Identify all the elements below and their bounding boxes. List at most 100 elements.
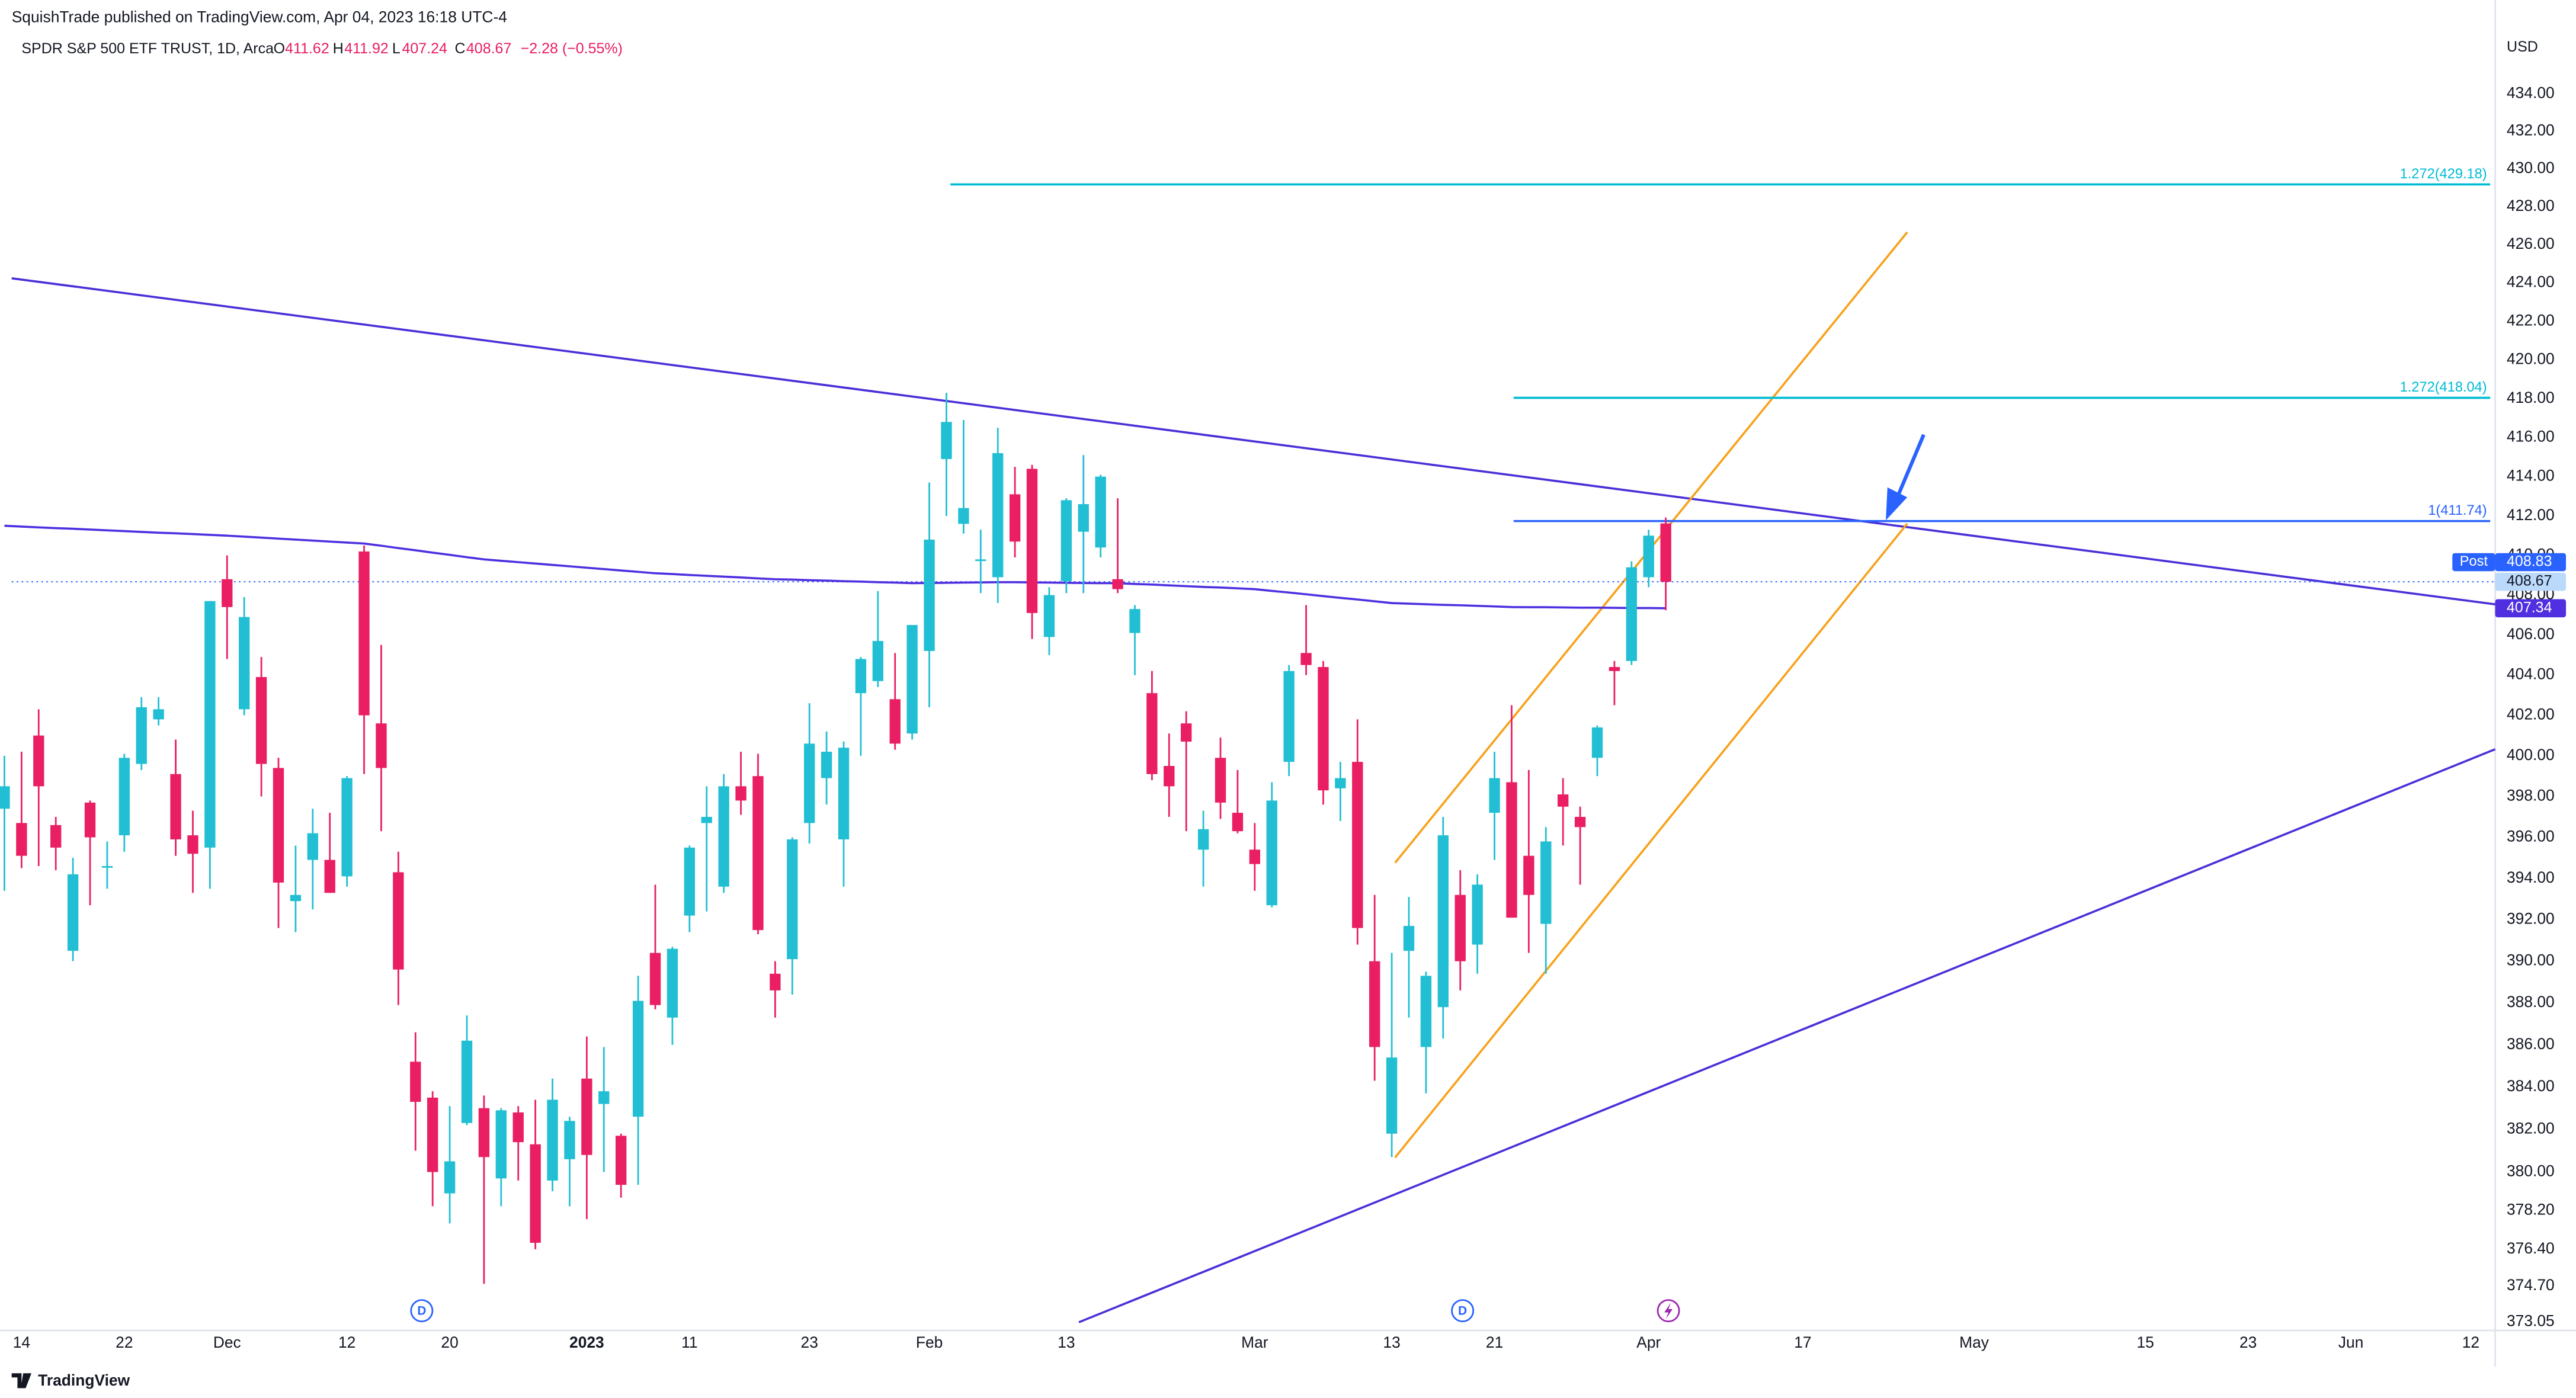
candle-body xyxy=(307,833,319,860)
candle-body xyxy=(136,707,147,764)
candle xyxy=(958,420,969,534)
candle xyxy=(1300,605,1312,675)
candle xyxy=(393,851,404,1005)
candle-body xyxy=(1009,494,1021,542)
candle-body xyxy=(1626,567,1638,661)
x-tick-label: 23 xyxy=(801,1333,818,1351)
candle xyxy=(889,653,901,750)
event-flash xyxy=(1657,1299,1680,1323)
x-tick-label: 23 xyxy=(2239,1333,2257,1351)
candle xyxy=(204,601,216,889)
candle-body xyxy=(187,835,198,854)
candle xyxy=(1095,474,1106,557)
last-price-label: 408.67 xyxy=(2507,573,2552,589)
currency-label: USD xyxy=(2507,39,2538,55)
candle xyxy=(512,1106,524,1181)
candle-body xyxy=(1283,671,1295,762)
candle xyxy=(273,758,284,928)
candle xyxy=(1181,711,1192,832)
candle xyxy=(324,813,335,893)
candle xyxy=(410,1032,421,1151)
y-tick-label: 430.00 xyxy=(2507,159,2555,177)
candle xyxy=(1591,725,1603,777)
candle-body xyxy=(0,786,10,809)
candle-body xyxy=(855,659,867,694)
candle-body xyxy=(804,743,815,823)
candle xyxy=(101,841,113,889)
candle xyxy=(547,1078,558,1191)
candle xyxy=(821,731,832,805)
x-tick-label: 12 xyxy=(338,1333,355,1351)
candle xyxy=(239,597,250,716)
arrow xyxy=(1886,434,1925,521)
candle-body xyxy=(821,752,832,778)
candle xyxy=(598,1047,610,1172)
candle xyxy=(1197,810,1209,887)
candle xyxy=(341,776,353,887)
candle-body xyxy=(872,641,884,681)
candle-body xyxy=(512,1112,524,1143)
candle-body xyxy=(393,872,404,970)
candle-body xyxy=(975,559,986,562)
candle-body xyxy=(222,579,233,607)
candle-body xyxy=(684,847,696,916)
y-tick-label: 424.00 xyxy=(2507,273,2555,291)
candle xyxy=(136,697,147,770)
post-price-box xyxy=(2495,553,2567,572)
candle-body xyxy=(1129,609,1140,633)
candle xyxy=(1643,530,1654,588)
candle-body xyxy=(701,816,712,823)
ma-price-label: 407.34 xyxy=(2507,599,2552,615)
legend-key: C xyxy=(454,40,465,57)
candle-body xyxy=(1609,667,1620,671)
legend-close: 408.67 xyxy=(466,40,511,57)
x-tick-label: Feb xyxy=(916,1333,943,1351)
event-icon xyxy=(410,1299,434,1323)
y-tick-label: 406.00 xyxy=(2507,625,2555,643)
candle-body xyxy=(50,825,62,848)
candle xyxy=(1129,605,1140,675)
candle-body xyxy=(255,676,267,764)
candle-body xyxy=(358,551,370,716)
level-label: 1.272(418.04) xyxy=(2400,380,2487,395)
candle xyxy=(581,1036,592,1220)
arrow-head xyxy=(1886,487,1908,521)
candle-body xyxy=(547,1099,558,1181)
candle xyxy=(1318,660,1329,805)
last-price-box xyxy=(2495,572,2567,591)
y-tick-label: 426.00 xyxy=(2507,235,2555,252)
candle xyxy=(1009,467,1021,557)
y-tick-label: 390.00 xyxy=(2507,951,2555,969)
y-tick-label: 402.00 xyxy=(2507,706,2555,723)
y-tick-label: 394.00 xyxy=(2507,868,2555,886)
candle-body xyxy=(924,539,935,651)
candle xyxy=(427,1091,438,1207)
candle-body xyxy=(1523,855,1534,895)
candle xyxy=(461,1015,473,1126)
candle xyxy=(1283,665,1295,777)
candle-body xyxy=(1574,816,1586,828)
candle-body xyxy=(461,1040,473,1123)
candle-body xyxy=(1420,976,1432,1047)
x-tick-label: 15 xyxy=(2136,1333,2154,1351)
candle-body xyxy=(1506,782,1517,918)
y-tick-label: 374.70 xyxy=(2507,1276,2555,1294)
candle xyxy=(1574,806,1586,885)
level-label: 1(411.74) xyxy=(2428,503,2487,518)
legend-high: 411.92 xyxy=(344,40,389,57)
y-tick-label: 400.00 xyxy=(2507,746,2555,764)
candle xyxy=(1352,719,1363,945)
candle xyxy=(1369,894,1380,1081)
y-tick-label: 380.00 xyxy=(2507,1162,2555,1179)
candle xyxy=(1540,827,1552,974)
candle-body xyxy=(1352,762,1363,928)
x-tick-label: Mar xyxy=(1241,1333,1268,1351)
candle-body xyxy=(735,786,746,801)
candle xyxy=(222,555,233,659)
candle-body xyxy=(616,1136,627,1185)
candle xyxy=(787,837,798,995)
candle-body xyxy=(16,823,27,856)
legend-low: 407.24 xyxy=(402,40,447,57)
candle-body xyxy=(1232,813,1244,832)
candle xyxy=(33,709,44,867)
